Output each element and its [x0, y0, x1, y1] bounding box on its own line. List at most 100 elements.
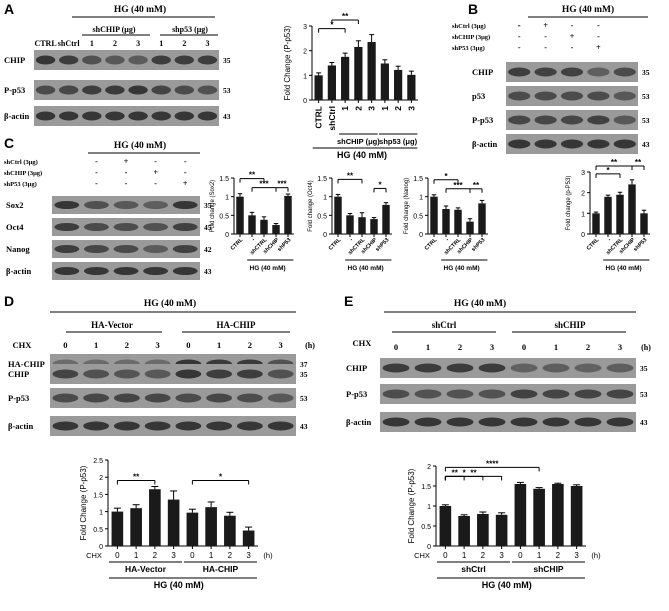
time-label: 1: [94, 340, 98, 350]
bar: [358, 217, 366, 234]
y-tick-label: 1: [427, 504, 431, 511]
blot-band: [105, 85, 125, 95]
bar: [430, 196, 438, 234]
blot-band: [446, 417, 474, 427]
blot-band: [83, 244, 109, 254]
blot-band: [151, 85, 171, 95]
blot-band: [143, 244, 169, 254]
time-label: 1: [554, 342, 558, 352]
y-tick-label: 1.5: [421, 484, 431, 491]
bar: [284, 195, 292, 234]
condition-label: HG (40 mM): [144, 298, 196, 309]
x-tick-label: CTRL: [230, 237, 245, 252]
blot-strip: [506, 62, 638, 82]
bar: [533, 488, 545, 546]
blot-band: [52, 369, 79, 379]
blot-band: [83, 200, 109, 210]
blot-band: [54, 266, 80, 276]
blot-band: [113, 266, 139, 276]
blot-band: [414, 389, 442, 399]
treatment-sign: +: [596, 43, 601, 52]
panel-b: B HG (40 mM) CHIP 35 p53 53 P-p53 53 β-actin 43 - s…: [452, 1, 650, 154]
molecular-weight: 53: [642, 116, 650, 125]
bar: [242, 530, 255, 546]
x-tick-label: 2: [556, 551, 561, 560]
bar: [314, 75, 323, 100]
row-label: P-p53: [346, 389, 367, 399]
blot-background: [50, 388, 296, 408]
sig-mark: ***: [259, 180, 269, 189]
blot-band: [58, 55, 79, 65]
molecular-weight: 53: [642, 92, 650, 101]
treatment-sign: +: [570, 32, 575, 41]
bar: [495, 514, 508, 546]
x-tick-label: -: [607, 237, 613, 243]
panel-letter: D: [4, 293, 14, 309]
row-label: HA-CHIP: [8, 359, 45, 369]
blot-band: [128, 85, 148, 95]
time-label: 3: [156, 340, 160, 350]
molecular-weight: 35: [640, 364, 648, 373]
treatment-label: shCHIP (3μg): [452, 34, 490, 41]
molecular-weight: 43: [223, 112, 231, 121]
blot-band: [175, 393, 202, 403]
blot-band: [113, 421, 140, 431]
row-label: β-actin: [472, 139, 498, 149]
blot-band: [606, 363, 634, 373]
molecular-weight: 43: [642, 140, 650, 149]
bar: [466, 221, 474, 234]
blot-band: [560, 91, 584, 101]
lane-label: 2: [113, 39, 117, 48]
blot-band: [534, 67, 557, 77]
blot-band: [175, 421, 202, 431]
sig-mark: *: [463, 468, 467, 477]
blot-band: [143, 222, 169, 232]
blot-band: [52, 393, 79, 403]
bar: [370, 219, 378, 234]
x-tick-label: 2: [481, 551, 486, 560]
blot-band: [54, 244, 80, 254]
blot-band: [414, 363, 442, 373]
treatment-sign: -: [95, 157, 98, 166]
blot-strip: [34, 50, 219, 70]
sig-mark: *: [606, 166, 610, 175]
bar: [167, 499, 180, 546]
panel-letter: E: [344, 293, 353, 309]
x-tick-label: 0: [115, 551, 120, 560]
blot-band: [508, 67, 531, 77]
blot-band: [197, 55, 218, 65]
y-axis-label: Fold Change (P-p53): [79, 465, 88, 540]
y-tick-label: 2: [581, 191, 585, 198]
bar: [224, 515, 236, 546]
bar: [454, 209, 462, 234]
blot-band: [82, 55, 102, 65]
blot-band: [113, 244, 139, 254]
y-tick-label: 0.5: [219, 213, 229, 220]
chart-d: 0 0.5 1 1.5 2 2.5 Fold Change (P-p53) 0 1 2 3 0 1 2 3 *…: [79, 458, 273, 590]
blot-band: [54, 222, 80, 232]
blot-band: [606, 389, 634, 399]
treatment-sign: -: [518, 32, 521, 41]
blot-band: [382, 417, 410, 427]
sig-mark: *: [330, 21, 334, 30]
sig-mark: **: [249, 171, 256, 180]
blot-band: [113, 369, 140, 379]
blot-strip: [380, 358, 636, 378]
y-tick-label: 2: [427, 464, 431, 471]
y-tick-label: 0.5: [421, 524, 431, 531]
blot-band: [613, 91, 636, 101]
blot-band: [534, 91, 557, 101]
bar: [367, 42, 376, 100]
bar: [236, 196, 244, 234]
y-tick-label: 3: [581, 170, 585, 177]
blot-band: [414, 417, 442, 427]
blot-strip: [50, 364, 296, 384]
molecular-weight: 35: [223, 56, 231, 65]
blot-band: [197, 111, 218, 121]
lane-label: 1: [90, 39, 94, 48]
blot-band: [82, 111, 102, 121]
panel-a: A HG (40 mM) CHIP 35 P-p53 53 β-actin 43 shCHIP …: [4, 1, 231, 126]
